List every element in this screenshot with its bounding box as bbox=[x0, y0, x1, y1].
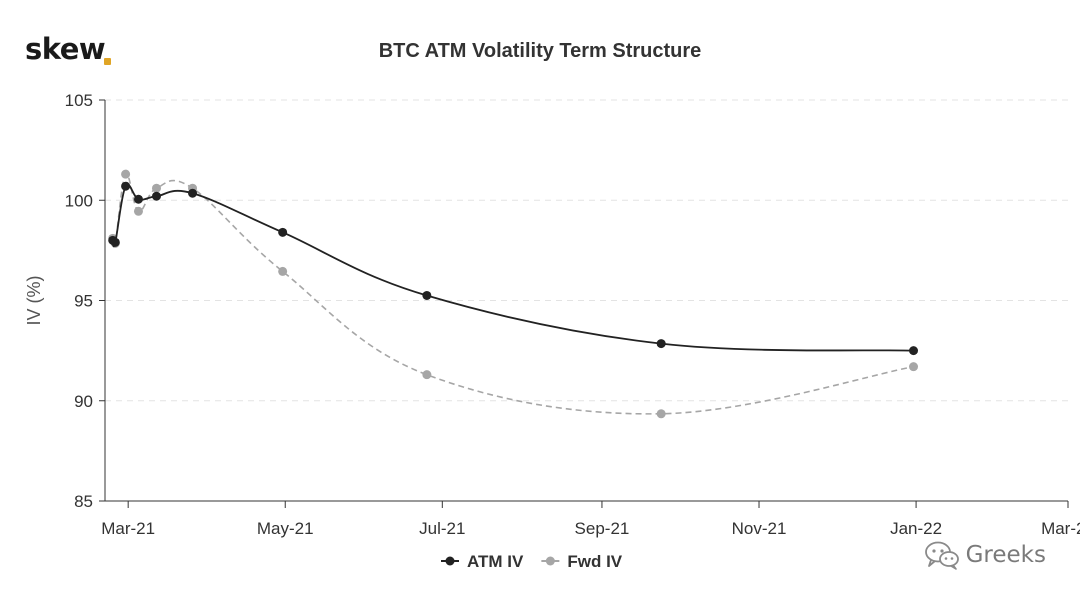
wechat-icon bbox=[924, 541, 959, 570]
y-tick-label: 85 bbox=[74, 492, 93, 511]
data-point-atm-iv bbox=[110, 237, 120, 247]
data-point-fwd-iv bbox=[151, 183, 161, 193]
skew-logo: skew bbox=[25, 32, 106, 66]
watermark: Greeks bbox=[924, 540, 1046, 570]
data-point-atm-iv bbox=[133, 194, 143, 204]
chart-title: BTC ATM Volatility Term Structure bbox=[378, 40, 702, 62]
x-tick-label: Jan-22 bbox=[890, 519, 942, 538]
logo-dot bbox=[104, 58, 111, 65]
series-line-atm-iv bbox=[111, 183, 914, 352]
watermark-text: Greeks bbox=[965, 542, 1046, 568]
y-tick-label: 105 bbox=[65, 91, 93, 110]
data-point-atm-iv bbox=[278, 227, 288, 237]
data-point-fwd-iv bbox=[121, 169, 131, 179]
data-point-atm-iv bbox=[656, 339, 666, 349]
data-point-fwd-iv bbox=[656, 409, 666, 419]
data-point-fwd-iv bbox=[278, 266, 288, 276]
x-tick-label: Jul-21 bbox=[419, 519, 465, 538]
x-tick-label: Sep-21 bbox=[575, 519, 630, 538]
data-point-atm-iv bbox=[151, 191, 161, 201]
data-point-atm-iv bbox=[121, 181, 131, 191]
data-point-atm-iv bbox=[188, 188, 198, 198]
logo-text: skew bbox=[25, 32, 106, 66]
data-point-fwd-iv bbox=[133, 206, 143, 216]
y-axis-label: IV (%) bbox=[24, 275, 44, 325]
legend-label-atm-iv: ATM IV bbox=[467, 552, 524, 571]
x-tick-label: May-21 bbox=[257, 519, 314, 538]
data-point-atm-iv bbox=[909, 346, 919, 356]
y-tick-label: 100 bbox=[65, 191, 93, 210]
legend-label-fwd-iv: Fwd IV bbox=[567, 552, 622, 571]
legend-marker-fwd-iv bbox=[545, 556, 555, 566]
x-tick-label: Nov-21 bbox=[732, 519, 787, 538]
y-tick-label: 90 bbox=[74, 392, 93, 411]
legend-marker-atm-iv bbox=[445, 556, 455, 566]
data-point-fwd-iv bbox=[909, 362, 919, 372]
y-tick-label: 95 bbox=[74, 292, 93, 311]
x-tick-label: Mar-22 bbox=[1041, 519, 1080, 538]
data-point-atm-iv bbox=[422, 290, 432, 300]
data-point-fwd-iv bbox=[422, 370, 432, 380]
x-tick-label: Mar-21 bbox=[101, 519, 155, 538]
